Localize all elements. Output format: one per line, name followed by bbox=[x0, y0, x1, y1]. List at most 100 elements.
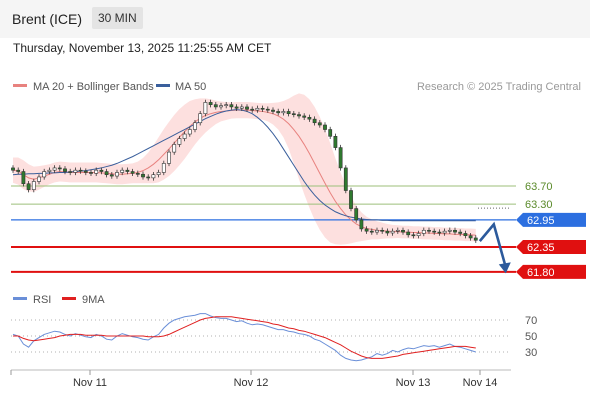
credit-label: Research © 2025 Trading Central bbox=[417, 81, 581, 93]
candle bbox=[307, 114, 312, 122]
candle bbox=[182, 131, 187, 142]
rsi-tick-30: 30 bbox=[525, 347, 537, 359]
candle bbox=[411, 232, 416, 239]
moving-averages bbox=[12, 109, 476, 236]
candle bbox=[224, 101, 229, 109]
candle bbox=[141, 171, 145, 180]
candle bbox=[239, 104, 244, 111]
candle bbox=[333, 133, 338, 151]
candle bbox=[115, 169, 119, 179]
candle bbox=[260, 105, 265, 112]
candle bbox=[11, 165, 15, 173]
ma50-line bbox=[12, 109, 476, 222]
candle bbox=[401, 227, 405, 235]
candle bbox=[161, 160, 166, 176]
candle bbox=[177, 135, 182, 148]
rsi-legend-swatch bbox=[13, 297, 27, 300]
level-label-62.95: 62.95 bbox=[527, 215, 555, 227]
candle bbox=[286, 108, 291, 117]
candle bbox=[359, 217, 364, 232]
candle bbox=[120, 167, 125, 176]
candle bbox=[146, 174, 151, 181]
candle bbox=[328, 126, 333, 140]
chart-header: Brent (ICE) 30 MIN bbox=[0, 0, 590, 38]
candle bbox=[130, 168, 135, 177]
candle bbox=[68, 168, 73, 176]
candle bbox=[94, 167, 99, 177]
candle bbox=[47, 167, 52, 175]
candle bbox=[89, 169, 93, 177]
rsi-panel: 70 50 30 bbox=[11, 313, 537, 362]
candle bbox=[432, 228, 437, 235]
candle bbox=[385, 228, 390, 236]
candle bbox=[375, 227, 379, 235]
candle bbox=[31, 178, 36, 193]
candle bbox=[302, 113, 307, 121]
price-level-labels: 63.70 63.30 62.95 62.35 61.80 bbox=[516, 181, 586, 279]
candle bbox=[172, 141, 177, 155]
candle bbox=[203, 99, 208, 117]
candle bbox=[16, 167, 21, 175]
candle bbox=[312, 116, 317, 126]
timestamp: Thursday, November 13, 2025 11:25:55 AM … bbox=[13, 41, 272, 55]
candle bbox=[187, 126, 192, 137]
forecast-arrow-head bbox=[498, 262, 511, 274]
candle bbox=[42, 168, 47, 180]
candle bbox=[421, 227, 426, 237]
x-tick-label: Nov 11 bbox=[73, 377, 107, 389]
candle bbox=[395, 227, 400, 234]
candle bbox=[250, 106, 255, 113]
candle bbox=[52, 165, 57, 173]
candle bbox=[317, 120, 322, 128]
ma50-legend-swatch bbox=[156, 84, 170, 87]
candle bbox=[265, 106, 270, 113]
candle bbox=[104, 168, 109, 178]
candle bbox=[458, 229, 463, 237]
candle bbox=[338, 144, 343, 171]
ma20-legend-swatch bbox=[13, 84, 27, 87]
candle bbox=[255, 105, 260, 113]
candle bbox=[213, 101, 218, 110]
candle bbox=[463, 230, 468, 239]
level-label-63.70: 63.70 bbox=[525, 181, 553, 193]
level-tag-62.95 bbox=[516, 212, 586, 227]
candle bbox=[349, 187, 353, 212]
candle bbox=[291, 110, 296, 118]
x-axis: Nov 11 Nov 12 Nov 13 Nov 14 bbox=[10, 370, 498, 389]
candle bbox=[219, 102, 223, 110]
candle bbox=[234, 104, 239, 111]
rsi-ma-legend-swatch bbox=[62, 297, 76, 300]
candle bbox=[364, 226, 369, 234]
rsi-ma-line bbox=[13, 316, 476, 359]
candle bbox=[37, 174, 41, 185]
candle bbox=[63, 166, 67, 175]
candle bbox=[442, 228, 447, 236]
level-label-62.35: 62.35 bbox=[527, 242, 555, 254]
rsi-line bbox=[12, 313, 476, 362]
candle bbox=[73, 167, 78, 176]
price-level-lines bbox=[11, 185, 516, 273]
timeframe-badge[interactable]: 30 MIN bbox=[92, 7, 143, 29]
candle bbox=[99, 167, 104, 175]
candle bbox=[276, 108, 281, 116]
candle bbox=[473, 235, 478, 243]
candle bbox=[208, 99, 213, 108]
candle bbox=[343, 165, 348, 194]
candle bbox=[416, 230, 421, 239]
candle bbox=[271, 107, 275, 115]
x-tick-label: Nov 14 bbox=[463, 377, 498, 389]
candle bbox=[281, 108, 286, 116]
candle bbox=[21, 168, 26, 187]
forecast-arrow-line bbox=[478, 221, 508, 268]
x-tick-label: Nov 13 bbox=[396, 377, 431, 389]
candle bbox=[83, 168, 88, 176]
rsi-ma-legend-label: 9MA bbox=[82, 294, 105, 306]
candle bbox=[245, 104, 249, 112]
candle bbox=[193, 120, 197, 133]
candle bbox=[57, 165, 62, 172]
candle bbox=[437, 229, 442, 236]
candle bbox=[167, 149, 171, 167]
ma20-line bbox=[12, 109, 476, 236]
bollinger-band bbox=[13, 93, 476, 245]
